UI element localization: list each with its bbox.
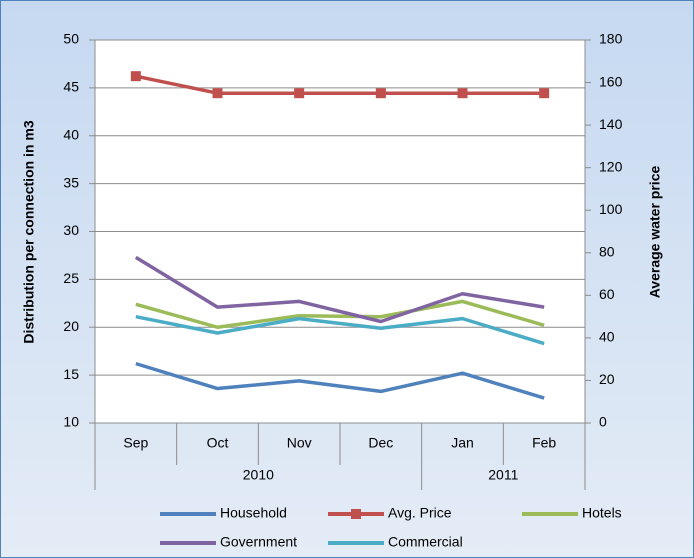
y2-tick-label: 80 [599, 243, 615, 259]
x-tick-label: Jan [451, 435, 474, 451]
legend-label: Avg. Price [388, 505, 452, 521]
y-tick-label: 40 [63, 126, 79, 142]
y2-tick-label: 140 [599, 116, 623, 132]
marker [457, 88, 468, 99]
y-tick-label: 35 [63, 174, 79, 190]
y2-tick-label: 40 [599, 329, 615, 345]
series-line [135, 74, 545, 95]
y-tick-label: 50 [63, 31, 79, 47]
series-line [135, 361, 545, 400]
marker [212, 88, 223, 99]
y2-axis-title: Average water price [647, 166, 663, 299]
x-tick-label: Nov [287, 435, 312, 451]
legend-label: Household [220, 505, 287, 521]
y2-tick-label: 60 [599, 286, 615, 302]
y-tick-label: 15 [63, 366, 79, 382]
marker [375, 88, 386, 99]
x-tick-label: Oct [207, 435, 229, 451]
legend-label: Government [220, 534, 297, 550]
x-tick-label: Feb [532, 435, 556, 451]
y2-tick-label: 180 [599, 31, 623, 47]
x-tick-label: Sep [123, 435, 148, 451]
marker [539, 88, 550, 99]
marker [294, 88, 305, 99]
marker [130, 71, 141, 82]
y2-tick-label: 120 [599, 158, 623, 174]
y2-tick-label: 160 [599, 73, 623, 89]
series-line [135, 299, 545, 329]
y2-tick-label: 100 [599, 201, 623, 217]
y2-tick-label: 0 [599, 414, 607, 430]
x-tick-label: Dec [368, 435, 393, 451]
series-line [135, 315, 545, 346]
y-tick-label: 10 [63, 414, 79, 430]
legend-label: Hotels [582, 505, 622, 521]
y2-tick-label: 20 [599, 371, 615, 387]
y-tick-label: 30 [63, 222, 79, 238]
y-tick-label: 20 [63, 318, 79, 334]
y-axis-title: Distribution per connection in m3 [21, 120, 37, 343]
legend-label: Commercial [388, 534, 463, 550]
series-line [134, 255, 545, 324]
x-group-label: 2010 [243, 467, 274, 483]
legend-marker [351, 509, 361, 519]
x-group-label: 2011 [488, 467, 518, 483]
y-tick-label: 25 [63, 270, 79, 286]
y-tick-label: 45 [63, 79, 79, 95]
